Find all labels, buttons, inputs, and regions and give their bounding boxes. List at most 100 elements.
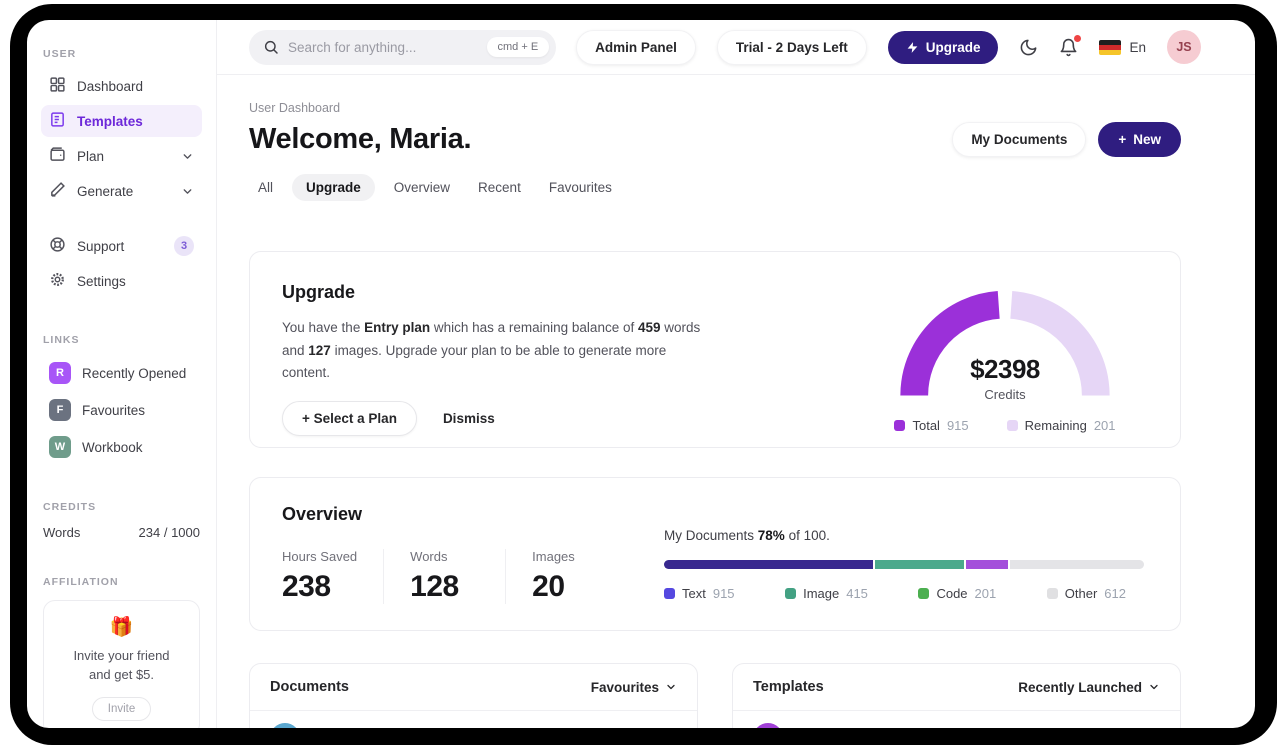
sidebar-item-label: Settings	[77, 273, 126, 289]
templates-card-header: Templates Recently Launched	[733, 664, 1180, 711]
tab-upgrade[interactable]: Upgrade	[292, 174, 375, 201]
chevron-down-icon	[1148, 681, 1160, 693]
notifications-bell-button[interactable]	[1059, 34, 1082, 57]
tab-bar: All Upgrade Overview Recent Favourites	[249, 174, 1181, 201]
plus-icon: +	[1118, 132, 1127, 147]
sidebar-item-templates[interactable]: Templates	[41, 105, 202, 137]
gauge-value: $2398	[970, 354, 1040, 384]
documents-filter-dropdown[interactable]: Favourites	[591, 680, 677, 695]
template-list-item[interactable]: Blog Post Title in Workbook	[733, 711, 1180, 728]
gauge-center-text: $2398 Credits	[885, 354, 1125, 402]
gauge-label: Credits	[984, 387, 1026, 402]
select-plan-button[interactable]: + Select a Plan	[282, 401, 417, 437]
user-avatar[interactable]: JS	[1167, 30, 1201, 64]
search-input[interactable]	[288, 39, 478, 55]
grid-icon	[49, 76, 66, 96]
sidebar-item-generate[interactable]: Generate	[41, 175, 202, 207]
progress-title: My Documents 78% of 100.	[664, 528, 830, 543]
device-frame: USER Dashboard Templates Plan Generate	[10, 4, 1277, 745]
sidebar-item-label: Plan	[77, 148, 105, 164]
overview-card: Overview Hours Saved 238 Words 128	[249, 477, 1181, 631]
stats-row: Hours Saved 238 Words 128 Images 20	[282, 549, 664, 604]
template-avatar	[753, 723, 783, 728]
my-documents-button[interactable]: My Documents	[952, 122, 1087, 157]
sidebar: USER Dashboard Templates Plan Generate	[27, 20, 217, 728]
documents-card-title: Documents	[270, 679, 349, 695]
templates-filter-dropdown[interactable]: Recently Launched	[1018, 680, 1160, 695]
sidebar-link-label: Favourites	[82, 402, 146, 418]
bottom-cards-row: Documents Favourites Untitled Document i…	[249, 663, 1181, 728]
search-icon	[263, 39, 279, 55]
admin-panel-button[interactable]: Admin Panel	[576, 29, 696, 65]
credits-words-label: Words	[43, 525, 81, 540]
bar-segment-text	[664, 560, 876, 569]
sidebar-item-settings[interactable]: Settings	[41, 265, 202, 297]
lightning-icon	[906, 41, 919, 54]
app-window: USER Dashboard Templates Plan Generate	[27, 20, 1255, 728]
credits-gauge-chart: $2398 Credits Total 915	[870, 278, 1140, 447]
sidebar-link-recently-opened[interactable]: R Recently Opened	[41, 356, 202, 390]
sidebar-item-plan[interactable]: Plan	[41, 140, 202, 172]
affiliation-text: Invite your friend and get $5.	[73, 648, 170, 682]
legend-item-code: Code 201	[918, 586, 996, 601]
content-column: cmd + E Admin Panel Trial - 2 Days Left …	[217, 20, 1255, 728]
notification-dot	[1074, 34, 1082, 42]
header-actions: My Documents + New	[952, 122, 1181, 157]
language-label: En	[1129, 39, 1146, 55]
tab-favourites[interactable]: Favourites	[548, 180, 612, 195]
sidebar-link-label: Workbook	[82, 439, 143, 455]
breadcrumb: User Dashboard	[249, 101, 341, 115]
sidebar-item-support[interactable]: Support 3	[41, 230, 202, 262]
upgrade-button[interactable]: Upgrade	[887, 30, 999, 64]
templates-card: Templates Recently Launched Blog Post Ti…	[732, 663, 1181, 728]
trial-badge-button[interactable]: Trial - 2 Days Left	[716, 29, 867, 65]
tab-overview[interactable]: Overview	[393, 180, 451, 195]
sidebar-link-workbook[interactable]: W Workbook	[41, 430, 202, 464]
sidebar-link-label: Recently Opened	[82, 365, 187, 381]
stat-words: Words 128	[410, 549, 507, 604]
invite-button[interactable]: Invite	[91, 696, 152, 721]
wallet-icon	[49, 146, 66, 166]
sidebar-section-links: LINKS	[43, 334, 80, 346]
language-switcher[interactable]: En	[1099, 39, 1146, 55]
gauge-segment-remaining	[1009, 291, 1110, 396]
bar-segment-image	[875, 560, 967, 569]
upgrade-card-text: Upgrade You have the Entry plan which ha…	[282, 282, 712, 447]
dismiss-button[interactable]: Dismiss	[442, 411, 495, 427]
sidebar-item-dashboard[interactable]: Dashboard	[41, 70, 202, 102]
bar-legend: Text 915 Image 415 Code 20	[664, 586, 1144, 601]
topbar-actions: Admin Panel Trial - 2 Days Left Upgrade …	[576, 29, 1201, 65]
upgrade-card-actions: + Select a Plan Dismiss	[282, 401, 712, 437]
upgrade-card-title: Upgrade	[282, 282, 356, 302]
document-list-item[interactable]: Untitled Document in Workbook	[250, 711, 697, 728]
documents-card: Documents Favourites Untitled Document i…	[249, 663, 698, 728]
main-content: User Dashboard Welcome, Maria. My Docume…	[217, 75, 1255, 728]
document-avatar	[270, 723, 300, 728]
credits-words-row: Words 234 / 1000	[41, 523, 202, 548]
gear-icon	[49, 271, 66, 291]
legend-item-text: Text 915	[664, 586, 735, 601]
new-button[interactable]: + New	[1098, 122, 1181, 157]
sidebar-item-label: Generate	[77, 183, 134, 199]
overview-card-title: Overview	[282, 504, 363, 524]
bar-segment-other	[1009, 560, 1144, 569]
legend-swatch	[785, 588, 797, 599]
gauge-arc: $2398 Credits	[885, 278, 1125, 404]
sidebar-link-favourites[interactable]: F Favourites	[41, 393, 202, 427]
stacked-progress-bar	[664, 560, 1144, 569]
page-title: Welcome, Maria.	[249, 123, 472, 155]
tab-recent[interactable]: Recent	[478, 180, 521, 195]
search-bar[interactable]: cmd + E	[249, 29, 557, 65]
legend-item-total: Total 915	[894, 418, 969, 433]
bar-segment-code	[966, 560, 1010, 569]
tab-all[interactable]: All	[258, 180, 274, 195]
support-count-badge: 3	[174, 236, 194, 256]
legend-swatch	[894, 420, 906, 431]
sidebar-section-affiliation: AFFILIATION	[43, 576, 119, 588]
upgrade-card-body: You have the Entry plan which has a rema…	[282, 320, 701, 381]
dark-mode-toggle[interactable]	[1019, 38, 1038, 57]
legend-swatch	[1006, 420, 1018, 431]
gauge-legend: Total 915 Remaining 201	[870, 418, 1140, 433]
documents-card-header: Documents Favourites	[250, 664, 697, 711]
gift-icon: 🎁	[109, 617, 134, 638]
